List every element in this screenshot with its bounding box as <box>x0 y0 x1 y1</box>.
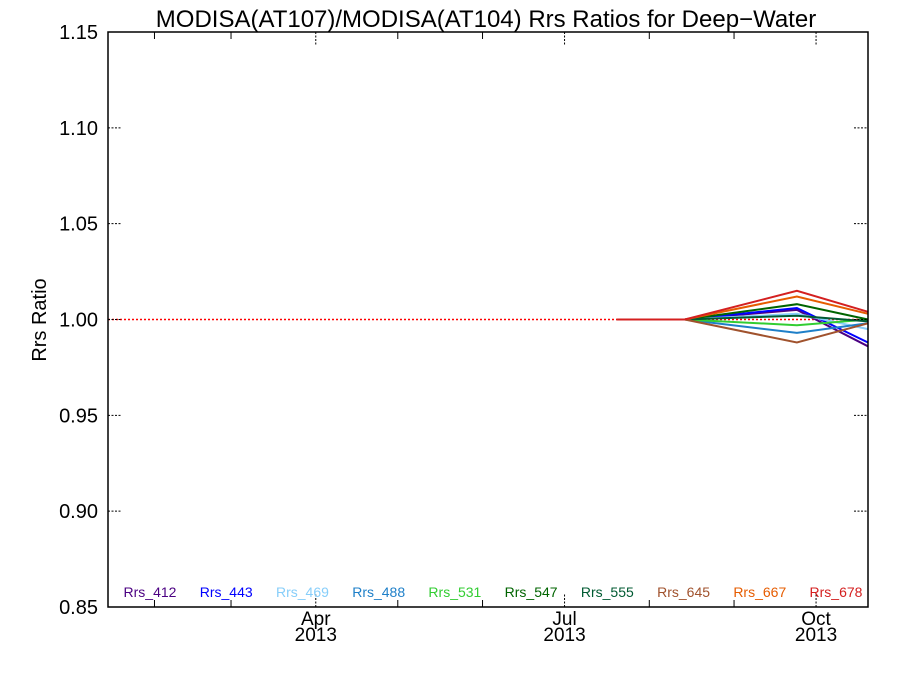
legend-item-rrs_678: Rrs_678 <box>810 584 863 600</box>
legend-item-rrs_667: Rrs_667 <box>733 584 786 600</box>
legend-item-rrs_412: Rrs_412 <box>124 584 177 600</box>
x-tick-label-year: 2013 <box>295 625 337 646</box>
y-tick-label: 1.10 <box>59 118 98 140</box>
x-tick-label-month: Apr <box>301 609 331 630</box>
legend-item-rrs_645: Rrs_645 <box>657 584 710 600</box>
series-line-rrs_678 <box>616 289 869 321</box>
legend-item-rrs_443: Rrs_443 <box>200 584 253 600</box>
chart-title: MODISA(AT107)/MODISA(AT104) Rrs Ratios f… <box>156 6 816 33</box>
legend: Rrs_412 Rrs_443 Rrs_469 Rrs_488 Rrs_531 Rrs_5… <box>124 584 863 600</box>
x-tick-label-month: Jul <box>552 609 576 630</box>
x-tick-label-year: 2013 <box>795 625 837 646</box>
plot-area <box>616 289 869 348</box>
y-tick-label: 0.90 <box>59 501 98 523</box>
y-axis-label: Rrs Ratio <box>29 278 51 361</box>
legend-item-rrs_469: Rrs_469 <box>276 584 329 600</box>
legend-item-rrs_531: Rrs_531 <box>428 584 481 600</box>
y-tick-label: 1.05 <box>59 214 98 236</box>
series-line-rrs_443 <box>616 306 869 344</box>
axis-layer: 0.850.900.951.001.051.101.15Apr2013Jul20… <box>59 22 868 646</box>
y-tick-label: 0.95 <box>59 405 98 427</box>
y-tick-label: 0.85 <box>59 597 98 619</box>
legend-item-rrs_555: Rrs_555 <box>581 584 634 600</box>
x-tick-label-month: Oct <box>801 609 831 630</box>
x-tick-label-year: 2013 <box>543 625 585 646</box>
legend-item-rrs_488: Rrs_488 <box>352 584 405 600</box>
y-tick-label: 1.15 <box>59 22 98 44</box>
legend-item-rrs_547: Rrs_547 <box>505 584 558 600</box>
y-tick-label: 1.00 <box>59 310 98 332</box>
